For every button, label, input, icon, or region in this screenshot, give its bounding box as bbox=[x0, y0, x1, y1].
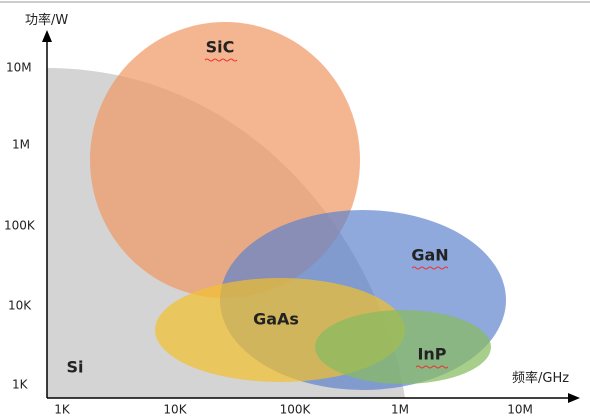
y-tick-label: 1M bbox=[12, 138, 30, 152]
x-arrow bbox=[568, 393, 580, 403]
x-axis-label: 频率/GHz bbox=[512, 370, 569, 386]
x-tick-label: 10K bbox=[163, 403, 187, 417]
y-tick-label: 1K bbox=[12, 378, 29, 392]
region-label: GaN bbox=[411, 246, 448, 265]
y-tick-label: 100K bbox=[4, 219, 36, 233]
region-label: SiC bbox=[206, 38, 235, 57]
spell-underline bbox=[411, 266, 449, 270]
x-tick-label: 1K bbox=[54, 403, 71, 417]
spell-underline bbox=[415, 365, 449, 369]
region-label: GaAs bbox=[253, 310, 299, 329]
x-tick-label: 10M bbox=[507, 403, 533, 417]
y-tick-label: 10M bbox=[6, 61, 32, 75]
region-label: Si bbox=[66, 358, 83, 377]
y-tick-label: 10K bbox=[8, 299, 32, 313]
inp-region bbox=[315, 310, 491, 384]
spell-underline bbox=[204, 58, 238, 62]
y-axis-label: 功率/W bbox=[25, 12, 68, 28]
x-tick-label: 1M bbox=[391, 403, 409, 417]
region-label: InP bbox=[417, 345, 446, 364]
y-arrow bbox=[42, 30, 52, 42]
x-tick-label: 100K bbox=[280, 403, 312, 417]
